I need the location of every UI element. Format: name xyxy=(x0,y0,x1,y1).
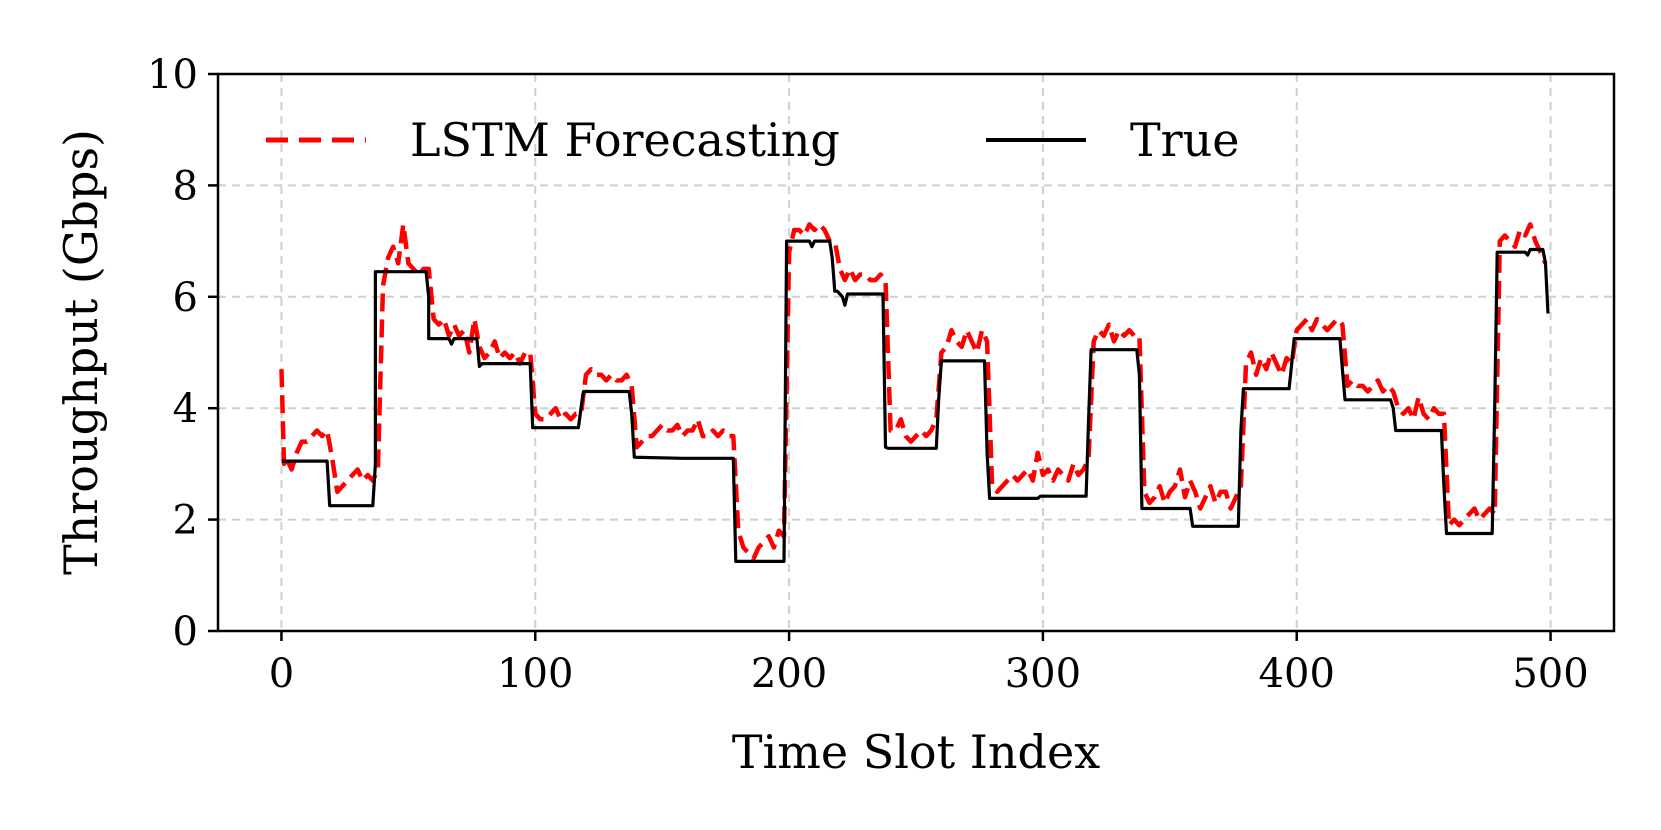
x-tick-label: 100 xyxy=(497,651,573,697)
x-tick-label: 500 xyxy=(1512,651,1588,697)
y-axis: 0 2 4 6 8 10 xyxy=(147,52,218,655)
y-tick-label: 2 xyxy=(173,498,198,544)
series-line-lstm-forecasting xyxy=(279,222,1548,561)
plot-frame xyxy=(216,72,1616,633)
y-tick-label: 10 xyxy=(147,52,198,98)
legend: LSTM Forecasting True xyxy=(266,113,1240,167)
x-tick-label: 300 xyxy=(1005,651,1081,697)
y-tick-label: 4 xyxy=(173,386,198,432)
series-line-true xyxy=(281,239,1550,563)
x-tick-label: 400 xyxy=(1259,651,1335,697)
x-tick-label: 200 xyxy=(751,651,827,697)
legend-true-label: True xyxy=(1130,113,1240,167)
y-tick-label: 8 xyxy=(173,163,198,209)
y-tick-label: 0 xyxy=(173,609,198,655)
plot-area xyxy=(279,222,1550,563)
x-axis: 0 100 200 300 400 500 xyxy=(269,631,1589,697)
legend-forecast-label: LSTM Forecasting xyxy=(410,113,840,167)
x-axis-title: Time Slot Index xyxy=(732,725,1100,779)
y-tick-label: 6 xyxy=(173,275,198,321)
y-axis-title: Throughput (Gbps) xyxy=(54,129,108,575)
x-tick-label: 0 xyxy=(269,651,294,697)
